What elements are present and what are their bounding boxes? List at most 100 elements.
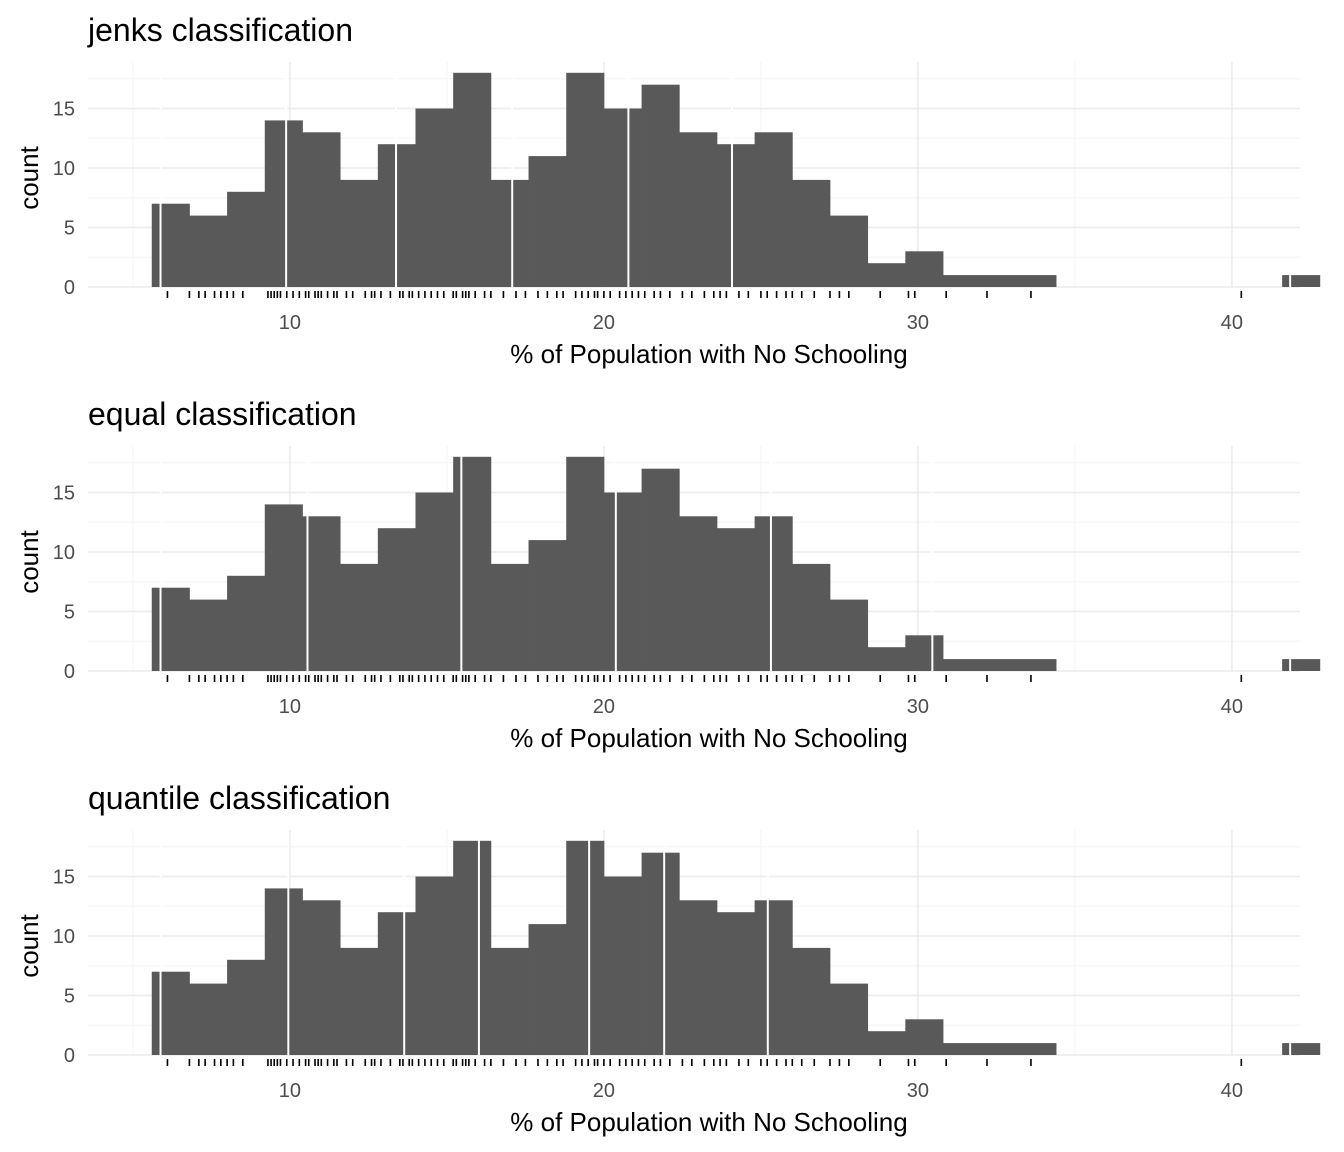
histogram-bar	[679, 516, 718, 671]
histogram-bar	[227, 959, 266, 1055]
histogram-bar	[415, 492, 454, 671]
histogram-bar	[980, 1043, 1019, 1055]
histogram-bar	[151, 203, 190, 287]
y-axis-title: count	[14, 529, 44, 593]
histogram-bar	[1282, 659, 1321, 671]
histogram-bar	[754, 516, 793, 671]
histogram-bar	[792, 563, 831, 671]
histogram-bar	[1018, 659, 1057, 671]
histogram-bar	[151, 587, 190, 671]
histogram-bar	[528, 924, 567, 1055]
x-tick-label: 30	[907, 1080, 929, 1102]
histogram-bar	[603, 492, 642, 671]
histogram-bar	[943, 1043, 982, 1055]
x-tick-label: 20	[593, 1080, 615, 1102]
histogram-bar	[264, 888, 303, 1055]
class-break-lines	[159, 64, 1292, 287]
panel-title: quantile classification	[88, 780, 390, 816]
y-tick-labels: 0 5 10 15	[53, 483, 75, 684]
x-tick-labels: 10 20 30 40	[279, 1080, 1243, 1102]
y-tick-label: 15	[53, 483, 75, 505]
y-tick-labels: 0 5 10 15	[53, 99, 75, 300]
histogram-bar	[867, 647, 906, 671]
histogram-bar	[189, 983, 228, 1055]
histogram-bar	[1282, 1043, 1321, 1055]
histogram-bars	[151, 840, 1321, 1055]
histogram-bar	[641, 84, 680, 287]
histogram-bar	[264, 504, 303, 671]
x-tick-label: 10	[279, 312, 301, 334]
histogram-bar	[189, 599, 228, 671]
histogram-bars	[151, 72, 1321, 288]
histogram-bar	[679, 900, 718, 1055]
x-axis-title: % of Population with No Schooling	[510, 1107, 907, 1137]
histogram-bar	[716, 144, 756, 287]
y-axis-title: count	[14, 913, 44, 977]
histogram-bar	[264, 120, 303, 288]
histogram-bar	[490, 179, 529, 287]
rug-ticks	[166, 1059, 1243, 1066]
histogram-bar	[829, 983, 869, 1055]
histogram-bar	[867, 263, 906, 287]
panel-title: equal classification	[88, 396, 357, 432]
histogram-bar	[566, 72, 605, 287]
panel-jenks: jenks classification 0 5 10 15 10 20 30 40 % o…	[14, 12, 1321, 369]
histogram-bars	[151, 456, 1321, 671]
x-tick-label: 40	[1221, 1080, 1243, 1102]
histogram-bar	[1018, 1043, 1057, 1055]
rug-ticks	[166, 675, 1243, 682]
histogram-bar	[829, 599, 869, 671]
y-tick-label: 5	[64, 602, 75, 624]
histogram-bar	[302, 516, 341, 671]
y-tick-label: 0	[64, 1045, 75, 1067]
x-tick-label: 10	[279, 696, 301, 718]
histogram-bar	[829, 215, 869, 287]
y-tick-label: 0	[64, 661, 75, 683]
histogram-bar	[377, 912, 416, 1055]
histogram-bar	[340, 563, 379, 671]
y-tick-label: 10	[53, 158, 75, 180]
histogram-bar	[227, 575, 266, 671]
panel-equal: equal classification 0 5 10 15 10 20 30 40 % o…	[14, 396, 1321, 753]
histogram-bar	[679, 132, 718, 287]
histogram-bar	[453, 72, 492, 287]
histogram-bar	[528, 156, 567, 287]
histogram-bar	[415, 876, 454, 1055]
histogram-bar	[603, 108, 642, 287]
histogram-bar	[189, 215, 228, 287]
histogram-bar	[603, 876, 642, 1055]
x-tick-label: 40	[1221, 312, 1243, 334]
histogram-bar	[943, 275, 982, 287]
x-axis-title: % of Population with No Schooling	[510, 723, 907, 753]
panel-title: jenks classification	[87, 12, 353, 48]
y-tick-label: 0	[64, 277, 75, 299]
y-tick-label: 15	[53, 99, 75, 121]
histogram-bar	[340, 947, 379, 1055]
histogram-bar	[943, 659, 982, 671]
histogram-bar	[905, 251, 944, 287]
x-tick-label: 30	[907, 696, 929, 718]
y-tick-label: 5	[64, 986, 75, 1008]
x-tick-label: 20	[593, 696, 615, 718]
histogram-bar	[490, 947, 529, 1055]
y-tick-label: 5	[64, 218, 75, 240]
x-tick-label: 20	[593, 312, 615, 334]
y-axis-title: count	[14, 145, 44, 209]
histogram-bar	[867, 1031, 906, 1055]
x-tick-labels: 10 20 30 40	[279, 312, 1243, 334]
y-tick-label: 10	[53, 926, 75, 948]
histogram-bar	[1018, 275, 1057, 287]
histogram-bar	[905, 635, 944, 671]
histogram-bar	[151, 971, 190, 1055]
histogram-bar	[641, 852, 680, 1055]
histogram-bar	[716, 912, 756, 1055]
histogram-bar	[792, 179, 831, 287]
histogram-bar	[302, 132, 341, 287]
histogram-bar	[227, 191, 266, 287]
histogram-bar	[566, 840, 605, 1055]
x-tick-label: 10	[279, 1080, 301, 1102]
y-tick-labels: 0 5 10 15	[53, 867, 75, 1068]
class-break-lines	[159, 832, 1292, 1055]
